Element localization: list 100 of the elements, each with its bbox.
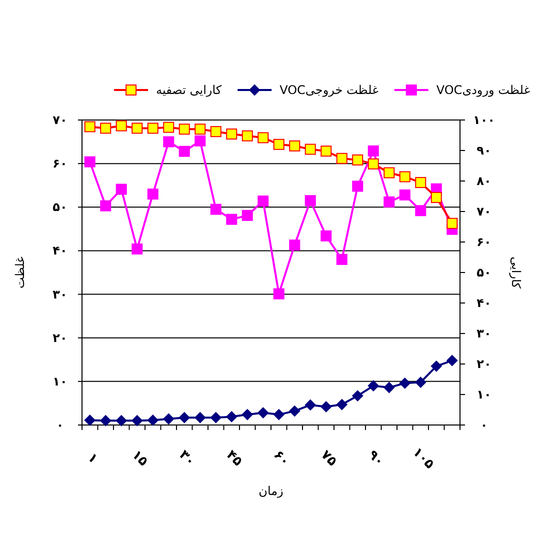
point: [258, 407, 269, 418]
point: [194, 124, 206, 135]
point: [289, 140, 300, 152]
point: [415, 376, 426, 388]
point: [84, 156, 96, 168]
point: [226, 411, 238, 422]
point: [289, 240, 300, 251]
point: [273, 288, 284, 300]
point: [415, 205, 426, 216]
point: [100, 415, 112, 426]
point: [320, 146, 332, 157]
point: [384, 382, 395, 394]
point: [304, 195, 316, 206]
point: [194, 412, 206, 424]
y-tick-label: ۲۰: [52, 330, 68, 345]
x-tick-label: ۴۵: [223, 448, 246, 470]
y-tick-label: ۵۰: [52, 200, 68, 214]
point: [242, 130, 253, 142]
point: [384, 167, 395, 178]
x-tick-label: ۱۰۵: [409, 444, 437, 472]
point: [147, 122, 158, 134]
point: [116, 184, 127, 195]
y2-tick-label: ۲۰: [476, 357, 492, 371]
point: [258, 132, 269, 144]
y2-tick-label: ۱۰: [476, 388, 492, 402]
legend-label: کارایی تصفیه: [156, 83, 222, 97]
point: [210, 204, 222, 215]
point: [163, 122, 174, 133]
y2-tick-label: ۴۰: [476, 296, 492, 310]
point: [336, 399, 348, 410]
point: [163, 136, 174, 148]
point: [336, 152, 348, 164]
point: [147, 188, 158, 200]
x-tick-label: ۱۵: [128, 448, 151, 470]
legend-label: غلظت ورودیVOC: [436, 83, 530, 97]
point: [273, 409, 284, 420]
point: [210, 412, 222, 424]
point: [320, 230, 332, 242]
point: [132, 122, 143, 134]
point: [399, 171, 410, 182]
point: [84, 414, 96, 426]
point: [210, 126, 222, 138]
point: [258, 196, 269, 207]
point: [116, 120, 127, 132]
y2-axis-title: کارایی: [509, 256, 523, 289]
y-tick-label: ۴۰: [52, 244, 68, 258]
point: [100, 200, 112, 212]
point: [399, 378, 410, 389]
point: [178, 146, 190, 157]
y-tick-label: ۱۰: [52, 374, 68, 388]
x-tick-label: ۳۰: [176, 448, 198, 470]
point: [242, 409, 253, 420]
y2-tick-label: ۶۰: [476, 235, 492, 249]
point: [194, 135, 206, 146]
point: [242, 210, 253, 221]
x-tick-label: ۷۵: [318, 448, 340, 470]
x-tick-label: ۶۰: [270, 448, 292, 470]
point: [320, 401, 332, 412]
point: [304, 399, 316, 410]
point: [446, 218, 458, 229]
point: [352, 180, 364, 192]
point: [336, 254, 348, 265]
y2-tick-label: ۱۰۰: [473, 113, 495, 127]
point: [415, 177, 426, 188]
y-tick-label: ۰: [56, 418, 64, 432]
point: [273, 138, 284, 150]
y2-tick-label: ۵۰: [476, 266, 492, 280]
point: [368, 158, 379, 170]
point: [132, 243, 143, 254]
y2-tick-label: ۰: [480, 418, 488, 432]
point: [384, 196, 395, 208]
x-tick-label: ۱: [84, 450, 100, 467]
point: [368, 145, 379, 156]
point: [352, 154, 364, 166]
y-axis-title: غلظت: [13, 256, 27, 288]
point: [226, 128, 238, 140]
y2-tick-label: ۸۰: [476, 174, 492, 188]
y-tick-label: ۶۰: [52, 156, 68, 171]
y2-tick-label: ۷۰: [476, 204, 492, 218]
x-axis-title: زمان: [258, 484, 284, 498]
point: [84, 121, 96, 132]
point: [178, 412, 190, 424]
y2-tick-label: ۹۰: [476, 144, 492, 158]
x-tick-label: ۹۰: [364, 448, 387, 470]
point: [116, 415, 127, 426]
point: [289, 406, 300, 417]
y-tick-label: ۷۰: [52, 113, 68, 127]
point: [147, 414, 158, 426]
point: [430, 192, 442, 203]
point: [100, 122, 112, 134]
legend-label: غلظت خروجیVOC: [280, 83, 378, 97]
point: [226, 214, 238, 225]
y2-tick-label: ۳۰: [476, 326, 492, 340]
point: [352, 390, 364, 402]
point: [163, 413, 174, 424]
point: [304, 144, 316, 155]
point: [368, 380, 379, 392]
point: [132, 415, 143, 426]
point: [446, 355, 458, 366]
point: [178, 124, 190, 135]
